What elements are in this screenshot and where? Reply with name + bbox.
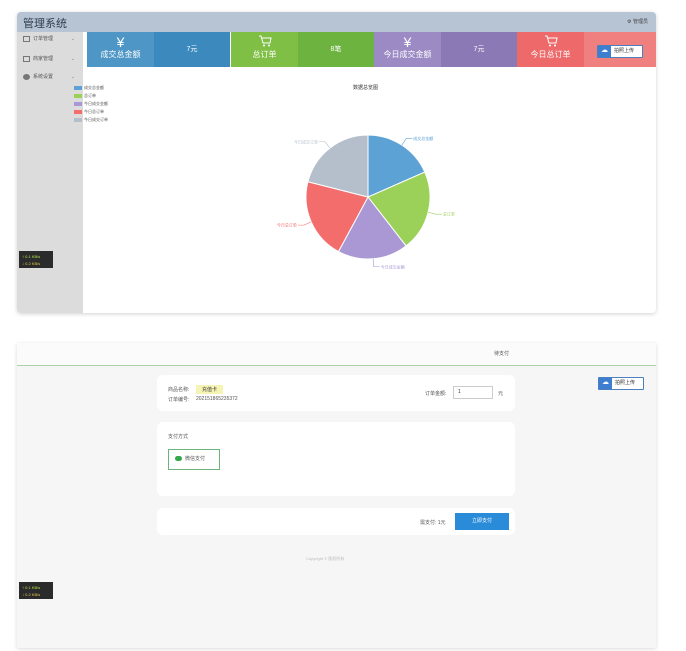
pie-slice[interactable]: [367, 134, 426, 198]
legend-item[interactable]: 总订单: [74, 93, 96, 99]
pie-label-line: [372, 258, 380, 268]
amount-input[interactable]: 1: [453, 386, 493, 399]
legend-item[interactable]: 今日成交金额: [74, 101, 108, 107]
pie-label-line: [319, 141, 331, 149]
card-value: 7元: [441, 32, 517, 67]
pie-slice-label: 成交总金额: [413, 135, 433, 141]
copyright: Copyright © 版权所有: [306, 556, 345, 561]
admin-header: [17, 12, 656, 32]
amount-label: 订单金额:: [425, 391, 447, 397]
pie-slice-label: 总订单: [443, 211, 455, 217]
list-icon: [23, 35, 30, 42]
pie-slice[interactable]: [307, 134, 369, 198]
pie-slice-label: 今日成交订单: [294, 138, 318, 144]
sidebar-item-merchants[interactable]: 商家管理 ⌄: [23, 54, 79, 64]
app-title: 管理系统: [23, 18, 67, 30]
pie-slice[interactable]: [367, 171, 431, 247]
chevron-down-icon: ⌄: [70, 56, 75, 62]
pie-slice[interactable]: [305, 181, 369, 253]
card-label: 今日成交金额: [383, 50, 432, 59]
card-label: 今日总订单: [530, 50, 571, 59]
legend-item[interactable]: 今日成交订单: [74, 117, 108, 123]
card-label: 总订单: [252, 50, 277, 59]
pay-now-button[interactable]: 立即支付: [455, 513, 509, 530]
sidebar-item-orders[interactable]: 订单管理 ⌄: [23, 34, 79, 44]
network-speed-badge: ↑ 0.1 KB/s ↓ 0.2 KB/s: [19, 251, 53, 268]
product-label: 商品名称:: [168, 387, 190, 393]
legend-item[interactable]: 成交总金额: [74, 85, 104, 91]
payment-method-box: 支付方式 微信支付: [157, 422, 515, 496]
payment-method-label: 支付方式: [168, 434, 189, 440]
card-label-area: ¥ 成交总金额: [87, 32, 154, 67]
pay-footer-box: 需支付: 1元 立即支付: [157, 508, 515, 535]
amount-unit: 元: [498, 391, 504, 397]
chevron-down-icon: ⌄: [70, 36, 75, 42]
card-value: 7元: [154, 32, 230, 67]
gear-icon: [23, 73, 30, 80]
yen-icon: ¥: [403, 34, 412, 50]
card-label-area: 今日总订单: [517, 32, 584, 67]
card-label-area: ¥ 今日成交金额: [374, 32, 441, 67]
chart-title: 数据总览图: [353, 85, 379, 91]
sidebar-item-settings[interactable]: 系统设置 ⌄: [23, 72, 79, 82]
order-number-label: 订单编号:: [168, 397, 190, 403]
order-number-value: 202151865235372: [196, 396, 238, 402]
payment-header: [17, 343, 656, 366]
pie-slice[interactable]: [337, 196, 407, 260]
cart-icon: [517, 34, 584, 50]
payment-header-title: 待支付: [494, 351, 510, 357]
wechat-icon: [175, 456, 182, 462]
pie-slice-label: 今日成交金额: [381, 263, 405, 269]
cloud-icon: ☁: [598, 46, 611, 57]
total-amount: 需支付: 1元: [420, 520, 446, 526]
pie-label-line: [401, 138, 413, 146]
cloud-icon: ☁: [599, 378, 612, 389]
payment-panel: 待支付 ☁ 拍照上传 商品名称: 充值卡 订单编号: 2021518652353…: [17, 343, 656, 648]
header-user[interactable]: ⚙ 管理员: [627, 19, 648, 25]
network-speed-badge: ↑ 0.1 KB/s ↓ 0.2 KB/s: [19, 582, 53, 599]
wechat-pay-option[interactable]: 微信支付: [168, 449, 220, 470]
yen-icon: ¥: [116, 34, 125, 50]
chevron-down-icon: ⌄: [70, 74, 75, 80]
legend-item[interactable]: 今日总订单: [74, 109, 104, 115]
order-info-box: 商品名称: 充值卡 订单编号: 202151865235372 订单金额: 1 …: [157, 375, 515, 411]
cart-icon: [231, 34, 298, 50]
pie-label-line: [297, 221, 312, 226]
card-value: 8笔: [298, 32, 374, 67]
user-icon: ⚙: [627, 19, 632, 25]
shop-icon: [23, 55, 30, 62]
upload-button[interactable]: ☁ 拍照上传: [598, 377, 644, 390]
product-value: 充值卡: [196, 385, 224, 394]
pie-label-line: [428, 211, 442, 215]
card-label: 成交总金额: [100, 50, 141, 59]
pie-slice-label: 今日总订单: [277, 222, 297, 228]
upload-button[interactable]: ☁ 拍照上传: [597, 45, 643, 58]
card-label-area: 总订单: [231, 32, 298, 67]
